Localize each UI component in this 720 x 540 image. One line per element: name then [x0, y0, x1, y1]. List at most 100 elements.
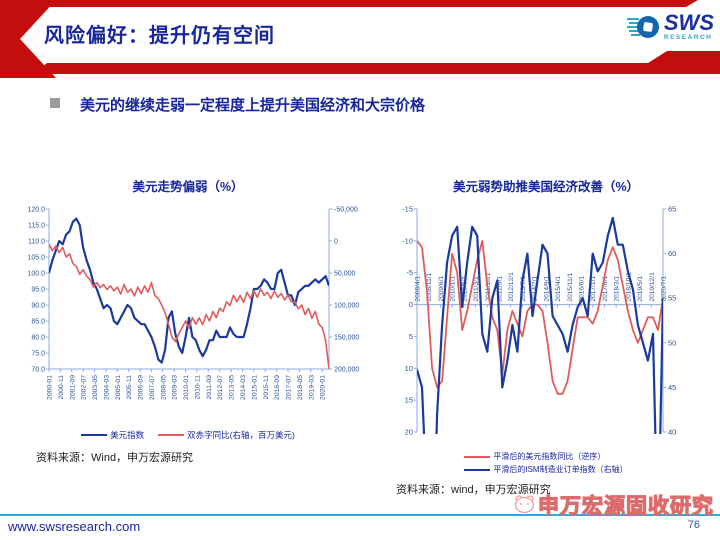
source-note: 资料来源：wind，申万宏源研究 [396, 484, 551, 496]
svg-text:15: 15 [405, 396, 413, 405]
svg-text:95.0: 95.0 [31, 287, 45, 294]
svg-text:2013-05: 2013-05 [229, 375, 236, 400]
svg-text:0: 0 [409, 300, 413, 309]
logo-text: SWS [663, 10, 714, 35]
svg-text:2017/1/1: 2017/1/1 [590, 276, 597, 302]
svg-text:5: 5 [409, 332, 413, 341]
svg-text:2008-05: 2008-05 [160, 375, 167, 400]
legend-label: 平滑后的ISM制造业订单指数（右轴） [493, 465, 628, 474]
legend-swatch [464, 468, 491, 471]
svg-text:2012/5/1: 2012/5/1 [497, 276, 504, 302]
svg-text:70.0: 70.0 [31, 367, 45, 374]
svg-text:2015-01: 2015-01 [251, 375, 258, 400]
svg-text:2011-09: 2011-09 [206, 375, 213, 400]
svg-text:100,000: 100,000 [334, 303, 359, 310]
svg-text:2009/6/1: 2009/6/1 [438, 276, 445, 302]
svg-text:90.0: 90.0 [31, 303, 45, 310]
legend-label: 双赤字同比(右轴，百万美元) [187, 430, 295, 440]
svg-text:150,000: 150,000 [334, 335, 359, 342]
svg-text:2014/9/1: 2014/9/1 [543, 276, 550, 302]
svg-text:2010-11: 2010-11 [194, 375, 201, 400]
svg-text:110.0: 110.0 [28, 239, 45, 246]
chart-usd-ism: 美元弱势助推美国经济改善（%） -15 -10 -5 0 5 10 15 20 65 60 55 50… [388, 176, 704, 497]
bullet-row: 美元的继续走弱一定程度上提升美国经济和大宗价格 [50, 94, 425, 115]
svg-text:2010/1/1: 2010/1/1 [450, 276, 457, 302]
svg-text:60: 60 [668, 249, 676, 258]
svg-text:85.0: 85.0 [31, 319, 45, 326]
footer-url[interactable]: www.swsresearch.com [8, 519, 141, 534]
series-line [417, 240, 663, 395]
series-line [417, 216, 663, 434]
svg-text:2015/4/1: 2015/4/1 [555, 276, 562, 302]
svg-text:2014-03: 2014-03 [240, 375, 247, 400]
source-note: 资料来源：Wind，申万宏源研究 [36, 452, 194, 464]
svg-text:2017/8/1: 2017/8/1 [602, 276, 609, 302]
svg-text:200,000: 200,000 [334, 367, 359, 374]
svg-text:100.0: 100.0 [27, 271, 45, 278]
legend-item: 双赤字同比(右轴，百万美元) [158, 429, 295, 441]
svg-text:2016/6/1: 2016/6/1 [579, 276, 586, 302]
svg-text:2000-01: 2000-01 [47, 375, 54, 400]
svg-text:2010-01: 2010-01 [183, 375, 190, 400]
series-line [49, 243, 329, 370]
svg-text:2012/12/1: 2012/12/1 [508, 272, 515, 302]
svg-text:2000-11: 2000-11 [58, 375, 65, 400]
svg-text:-15: -15 [402, 205, 413, 214]
svg-text:2008/11/1: 2008/11/1 [426, 272, 433, 301]
svg-text:115.0: 115.0 [28, 223, 45, 230]
svg-text:80.0: 80.0 [31, 335, 45, 342]
chart-usd-weakness-plot: 120.0 115.0 110.0 105.0 100.0 95.0 90.0 85.0 80.… [27, 207, 359, 400]
svg-text:105.0: 105.0 [27, 255, 45, 262]
svg-text:-10: -10 [402, 236, 413, 245]
svg-text:40: 40 [668, 428, 676, 437]
svg-text:2018/10/1: 2018/10/1 [625, 272, 632, 302]
svg-text:2019-03: 2019-03 [308, 375, 315, 400]
svg-text:2013/7/1: 2013/7/1 [520, 276, 527, 302]
svg-text:2005-01: 2005-01 [115, 375, 122, 400]
footer-divider [0, 514, 720, 516]
svg-text:50: 50 [668, 338, 676, 347]
legend-item: 平滑后的ISM制造业订单指数（右轴） [464, 464, 628, 475]
svg-text:2020-01: 2020-01 [320, 375, 327, 400]
legend: 美元指数 双赤字同比(右轴，百万美元) [81, 429, 295, 441]
bullet-text: 美元的继续走弱一定程度上提升美国经济和大宗价格 [80, 97, 426, 114]
research-stamp: 申万宏源固收研究 [511, 490, 714, 520]
svg-text:50,000: 50,000 [334, 271, 356, 278]
svg-text:45: 45 [668, 383, 676, 392]
legend-label: 美元指数 [110, 430, 145, 440]
legend-swatch [158, 434, 185, 436]
legend-label: 平滑后的美元指数同比（逆序） [493, 452, 606, 461]
legend-item: 美元指数 [81, 429, 144, 441]
svg-text:2012-07: 2012-07 [217, 375, 224, 400]
svg-text:2015/11/1: 2015/11/1 [567, 272, 574, 301]
svg-text:2011/3/1: 2011/3/1 [473, 276, 480, 302]
axes: 120.0 115.0 110.0 105.0 100.0 95.0 90.0 85.0 80.… [27, 207, 359, 400]
svg-text:2003-05: 2003-05 [92, 375, 99, 400]
svg-text:2014/2/1: 2014/2/1 [532, 276, 539, 302]
svg-text:2019/12/1: 2019/12/1 [649, 272, 656, 302]
logo-subtext: RESEARCH [663, 34, 713, 41]
svg-text:2005-11: 2005-11 [126, 375, 133, 400]
stamp-text: 申万宏源固收研究 [537, 494, 714, 518]
mascot-icon [511, 491, 537, 520]
svg-text:2001-09: 2001-09 [69, 375, 76, 400]
svg-text:120.0: 120.0 [27, 207, 45, 214]
page-number: 76 [687, 519, 700, 531]
svg-text:2017-07: 2017-07 [286, 375, 293, 400]
bullet-marker [50, 98, 60, 108]
svg-text:55: 55 [668, 294, 676, 303]
svg-text:2009-03: 2009-03 [172, 375, 179, 400]
legend-item: 平滑后的美元指数同比（逆序） [464, 451, 605, 462]
legend-swatch [81, 434, 108, 436]
svg-text:10: 10 [405, 364, 413, 373]
legend: 平滑后的美元指数同比（逆序） 平滑后的ISM制造业订单指数（右轴） [464, 451, 628, 475]
svg-text:2006-09: 2006-09 [138, 375, 145, 400]
svg-text:-50,000: -50,000 [334, 207, 358, 214]
svg-text:2020/7/1: 2020/7/1 [661, 276, 668, 302]
svg-text:2007-07: 2007-07 [149, 375, 156, 400]
svg-text:2008/4/1: 2008/4/1 [415, 276, 422, 302]
svg-text:75.0: 75.0 [31, 351, 45, 358]
svg-text:2018-05: 2018-05 [297, 375, 304, 400]
legend-swatch [464, 455, 491, 458]
